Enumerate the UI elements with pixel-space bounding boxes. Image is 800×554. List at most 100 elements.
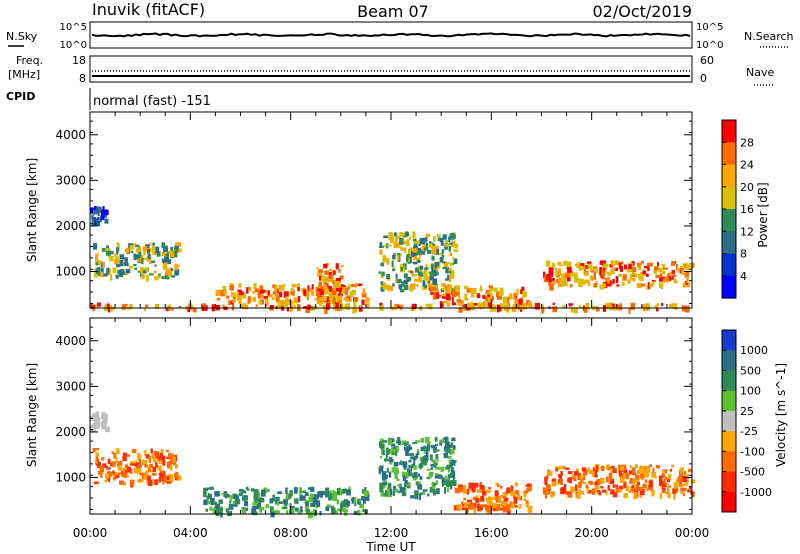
echo-cell — [380, 443, 385, 449]
echo-cell — [436, 271, 439, 276]
echo-cell — [309, 287, 314, 293]
echo-cell — [449, 263, 453, 267]
x-tick-label: 08:00 — [273, 526, 308, 540]
echo-cell — [444, 285, 447, 289]
echo-cell — [582, 470, 588, 476]
nsky-tick-bottom: 10^0 — [60, 40, 87, 51]
echo-cell — [646, 303, 650, 310]
echo-cell — [423, 445, 427, 451]
echo-cell — [238, 489, 244, 492]
echo-cell — [645, 487, 649, 491]
echo-cell — [555, 466, 560, 470]
echo-cell — [641, 283, 646, 287]
echo-cell — [602, 283, 606, 288]
echo-cell — [522, 291, 527, 298]
echo-cell — [413, 242, 418, 248]
echo-cell — [320, 286, 323, 292]
echo-cell — [165, 475, 170, 480]
nave-tick-bottom: 0 — [700, 72, 707, 85]
echo-cell — [382, 440, 388, 443]
echo-cell — [171, 275, 175, 278]
echo-cell — [290, 301, 294, 305]
echo-cell — [569, 303, 572, 307]
echo-cell — [137, 479, 142, 483]
echo-cell — [439, 257, 444, 263]
echo-cell — [567, 492, 573, 498]
echo-cell — [461, 503, 467, 507]
echo-cell — [656, 303, 660, 307]
echo-cell — [586, 261, 592, 264]
echo-cell — [599, 477, 605, 484]
echo-cell — [447, 287, 451, 293]
echo-cell — [502, 491, 507, 497]
echo-cell — [161, 276, 165, 279]
echo-cell — [640, 260, 645, 264]
echo-cell — [329, 277, 333, 283]
echo-cell — [403, 466, 407, 470]
echo-cell — [382, 482, 388, 486]
echo-cell — [512, 297, 516, 300]
echo-cell — [429, 486, 434, 493]
echo-cell — [226, 295, 230, 299]
echo-cell — [446, 485, 449, 493]
echo-cell — [342, 500, 347, 508]
echo-cell — [307, 285, 310, 292]
echo-cell — [165, 307, 169, 312]
echo-cell — [647, 264, 650, 271]
echo-cell — [583, 307, 588, 313]
x-axis-label: Time UT — [365, 540, 416, 554]
y-tick-label: 3000 — [55, 379, 86, 393]
velocity-colorbar-label: Velocity [m s^-1] — [774, 363, 788, 467]
echo-cell — [272, 291, 276, 295]
echo-cell — [611, 303, 615, 308]
echo-cell — [442, 293, 447, 296]
echo-cell — [345, 303, 350, 310]
echo-cell — [566, 491, 571, 494]
echo-cell — [251, 508, 257, 515]
echo-cell — [430, 467, 433, 470]
echo-cell — [229, 495, 232, 502]
echo-cell — [645, 465, 651, 473]
colorbar-swatch — [722, 471, 736, 493]
echo-cell — [426, 476, 431, 480]
echo-cell — [516, 288, 519, 293]
echo-cell — [513, 496, 518, 504]
y-tick-label: 4000 — [55, 128, 86, 142]
echo-cell — [688, 468, 693, 473]
echo-cell — [574, 276, 579, 283]
echo-cell — [93, 273, 98, 278]
echo-cell — [290, 505, 295, 509]
echo-cell — [170, 478, 174, 483]
echo-cell — [427, 271, 431, 274]
echo-cell — [411, 463, 415, 468]
echo-cell — [418, 239, 422, 245]
echo-cell — [395, 451, 398, 456]
echo-cell — [144, 471, 147, 476]
nsearch-label: N.Search — [744, 30, 794, 43]
echo-cell — [397, 484, 401, 487]
echo-cell — [269, 506, 274, 513]
echo-cell — [451, 302, 457, 306]
colorbar-swatch — [722, 253, 736, 277]
echo-cell — [497, 294, 502, 300]
echo-cell — [561, 273, 564, 280]
echo-cell — [117, 264, 121, 267]
echo-cell — [382, 482, 386, 489]
echo-cell — [387, 485, 391, 493]
echo-cell — [686, 271, 689, 277]
echo-cell — [592, 471, 595, 478]
echo-cell — [422, 280, 426, 287]
echo-cell — [552, 306, 558, 313]
echo-cell — [477, 488, 482, 493]
echo-cell — [623, 493, 629, 499]
echo-cell — [661, 472, 666, 479]
echo-cell — [166, 449, 169, 453]
nsky-trace — [91, 32, 691, 38]
echo-cell — [448, 455, 452, 459]
echo-cell — [510, 485, 513, 492]
echo-cell — [435, 473, 439, 478]
echo-cell — [324, 493, 330, 498]
echo-cell — [113, 452, 117, 459]
echo-cell — [449, 242, 454, 245]
echo-cell — [142, 460, 148, 465]
